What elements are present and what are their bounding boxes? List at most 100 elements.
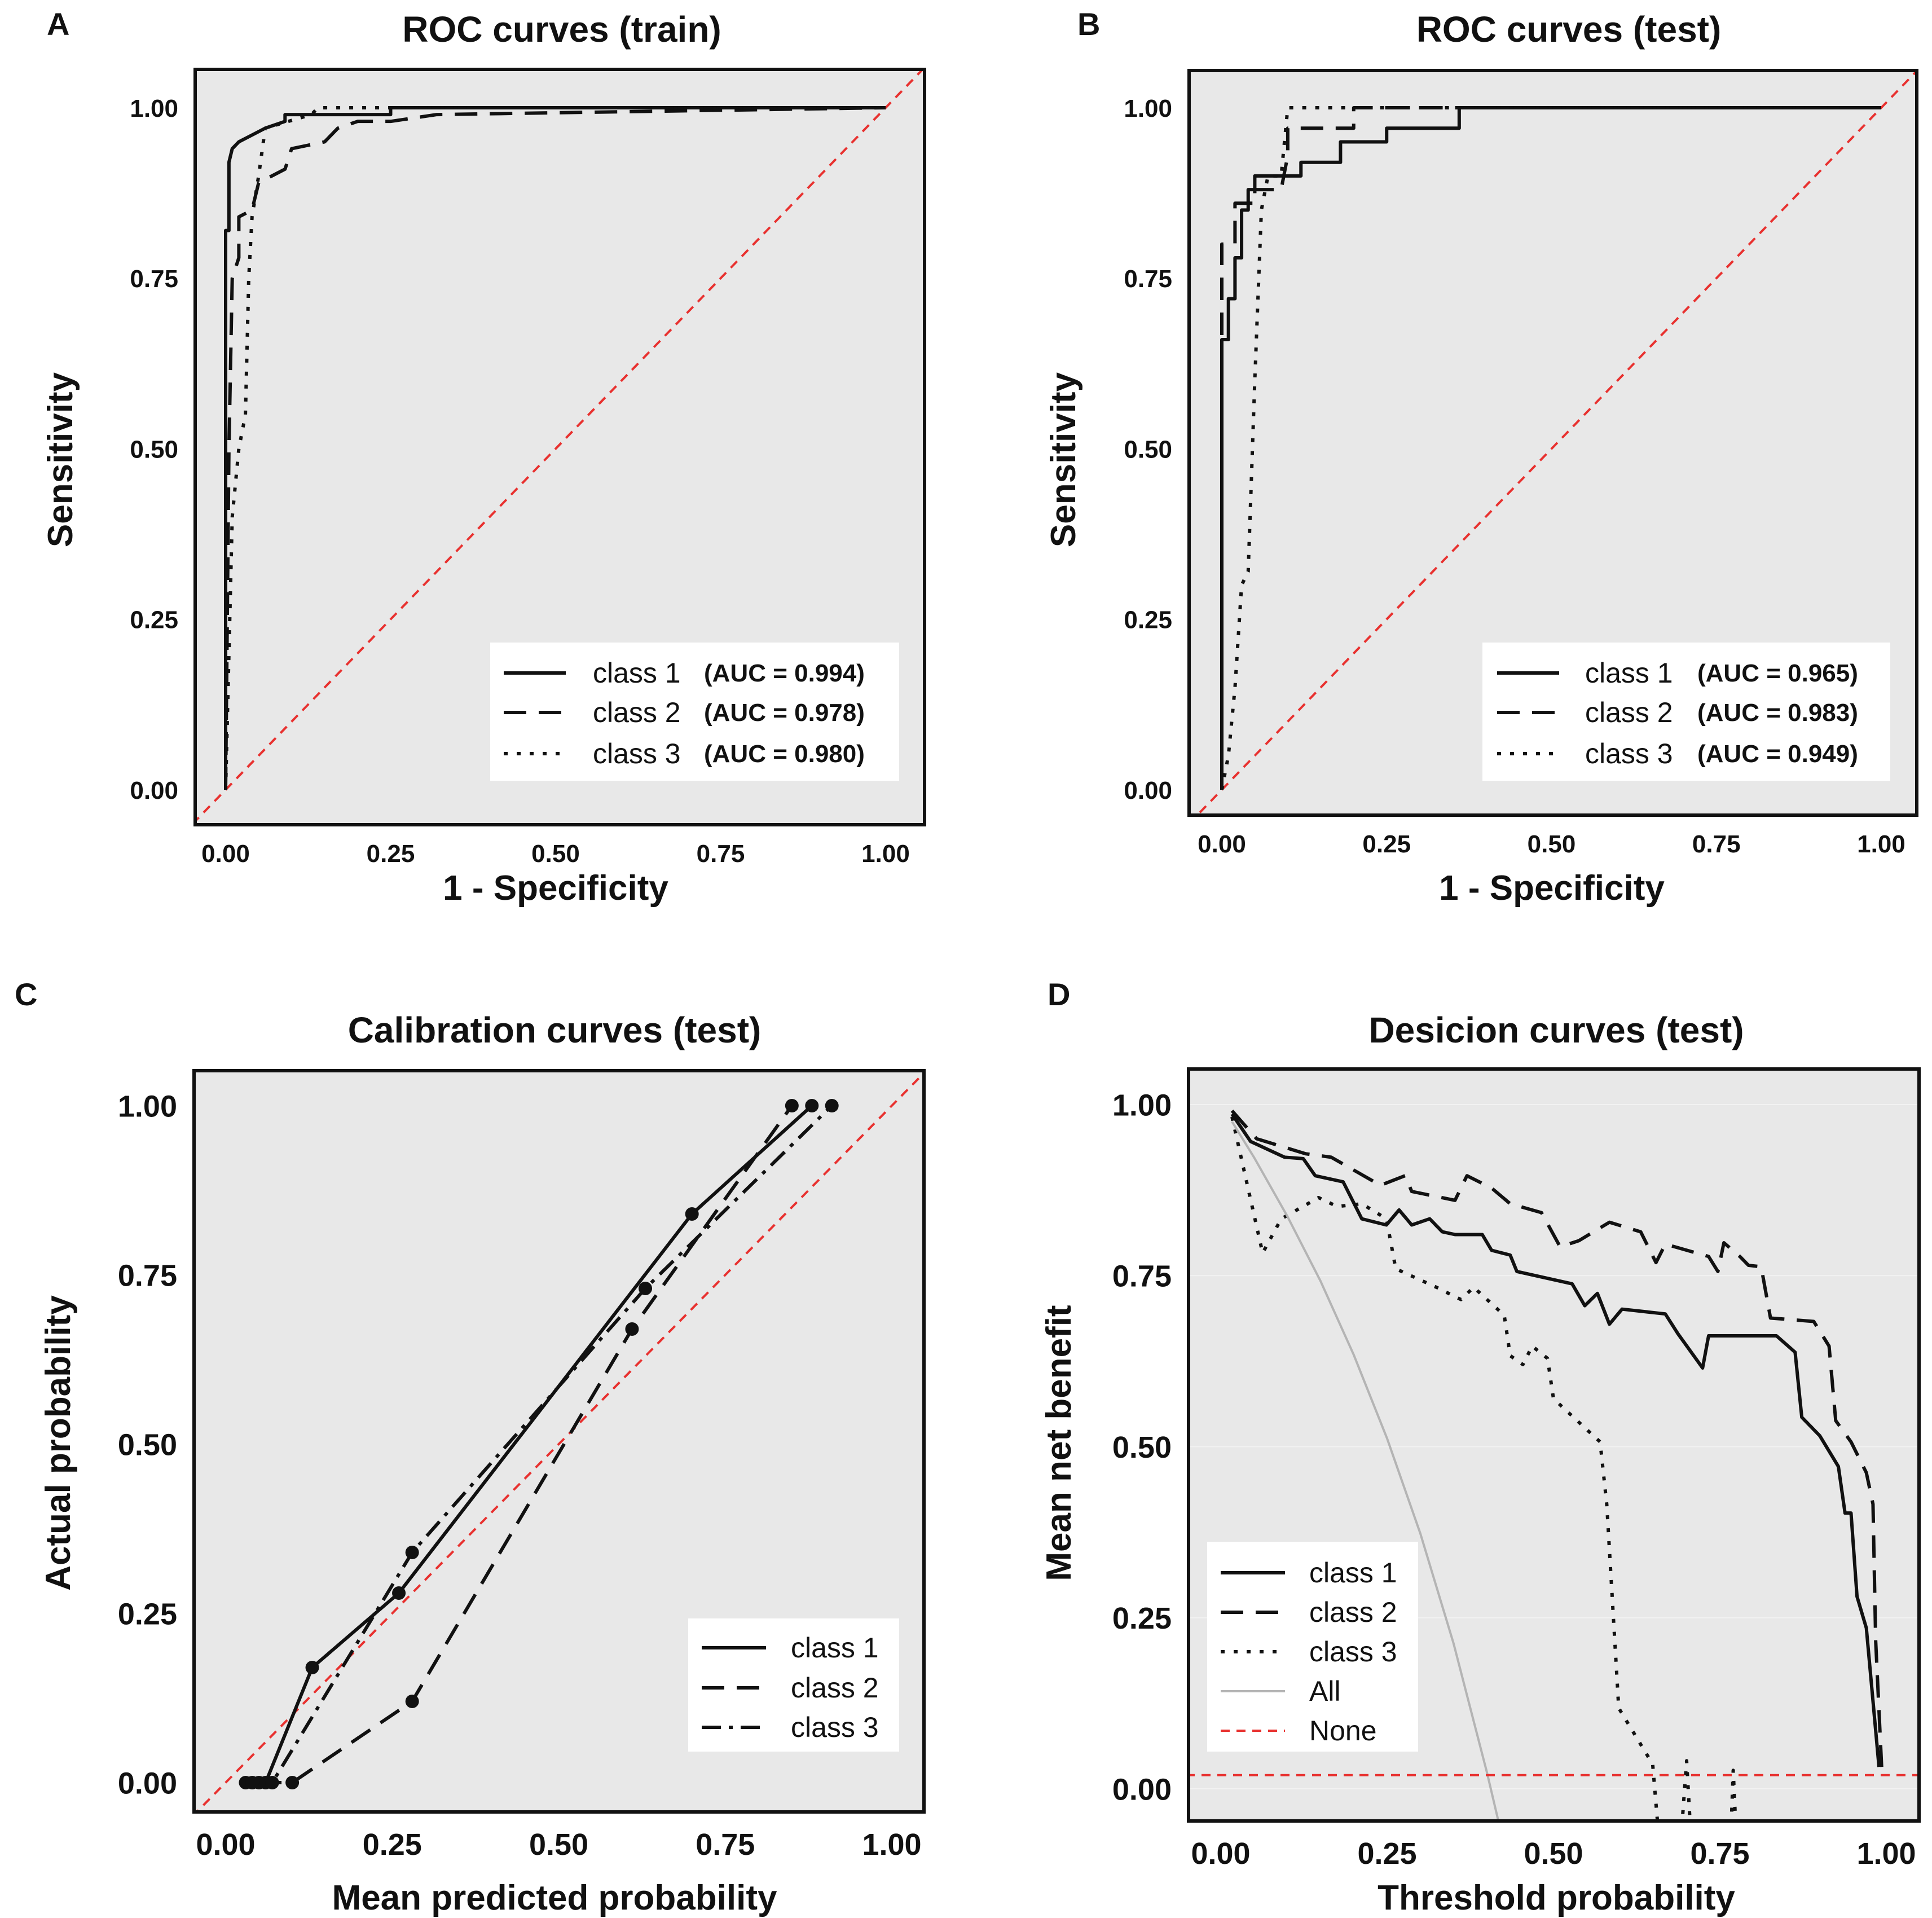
- legend-label: All: [1309, 1675, 1341, 1707]
- legend-label: class 1: [593, 657, 681, 689]
- x-tick-label: 1.00: [1856, 1837, 1916, 1871]
- x-tick-label: 0.75: [1692, 830, 1741, 858]
- legend-label: class 1: [1585, 657, 1673, 689]
- legend: class 1 (AUC = 0.994) class 2 (AUC = 0.978)…: [490, 643, 899, 781]
- x-tick-label: 0.50: [1524, 1837, 1583, 1871]
- plot-border: [1187, 69, 1918, 817]
- x-tick-label: 1.00: [862, 1828, 921, 1862]
- y-tick-label: 0.25: [1124, 606, 1172, 634]
- y-tick-label: 0.00: [1124, 777, 1172, 804]
- x-axis-label: Threshold probability: [1378, 1879, 1735, 1917]
- y-tick-label: 1.00: [1124, 95, 1172, 122]
- legend-background: [688, 1618, 899, 1752]
- chart-title: Desicion curves (test): [1368, 1010, 1744, 1050]
- x-tick-label: 0.75: [696, 1828, 755, 1862]
- legend-auc: (AUC = 0.965): [1697, 659, 1858, 687]
- series-line-class-1: [1230, 1113, 1881, 1767]
- x-tick-label: 1.00: [1857, 830, 1905, 858]
- y-tick-label: 0.75: [118, 1259, 177, 1292]
- panel-letter: D: [1048, 976, 1070, 1012]
- legend-auc: (AUC = 0.994): [704, 659, 865, 687]
- legend-label: class 2: [593, 697, 681, 728]
- plot-border: [1187, 1067, 1921, 1823]
- x-tick-label: 0.75: [1690, 1837, 1749, 1871]
- x-tick-label: 0.00: [196, 1828, 255, 1862]
- x-axis-label: Mean predicted probability: [332, 1879, 777, 1917]
- series-line-class-3: [224, 106, 886, 790]
- panel-letter: A: [47, 6, 69, 42]
- legend-label: class 2: [1585, 697, 1673, 728]
- plot-area: [1195, 71, 1917, 815]
- legend: class 1 class 2 class 3 All None: [1207, 1542, 1418, 1752]
- x-tick-label: 0.00: [201, 840, 250, 868]
- data-point: [805, 1099, 819, 1112]
- data-point: [405, 1695, 419, 1708]
- legend-label: class 3: [593, 738, 681, 769]
- y-tick-label: 0.75: [130, 265, 178, 293]
- x-axis-label: 1 - Specificity: [443, 869, 668, 908]
- legend-label: class 3: [1309, 1636, 1397, 1668]
- data-point: [405, 1546, 419, 1559]
- x-tick-label: 1.00: [861, 840, 910, 868]
- panel-c: C Calibration curves (test) 0.00 0.25 0.50 0.…: [15, 976, 926, 1917]
- legend-label: None: [1309, 1715, 1377, 1747]
- plot-border: [193, 68, 926, 826]
- x-tick-label: 0.25: [363, 1828, 422, 1862]
- chart-title: ROC curves (train): [402, 9, 721, 50]
- data-point: [785, 1099, 799, 1112]
- panel-letter: B: [1077, 6, 1100, 42]
- y-tick-label: 0.75: [1112, 1260, 1172, 1294]
- legend: class 1 class 2 class 3: [688, 1618, 899, 1752]
- x-tick-label: 0.25: [1362, 830, 1411, 858]
- y-tick-label: 0.25: [130, 606, 178, 634]
- data-point: [305, 1661, 319, 1674]
- y-tick-label: 1.00: [118, 1089, 177, 1123]
- series-line-class-2: [1220, 106, 1881, 790]
- legend-label: class 3: [791, 1712, 879, 1743]
- y-tick-label: 0.75: [1124, 265, 1172, 293]
- y-tick-label: 0.50: [1124, 435, 1172, 463]
- series-line-class-1: [224, 106, 886, 790]
- x-tick-label: 0.00: [1191, 1837, 1250, 1871]
- panel-b: B ROC curves (test) 0.00 0.25 0.50 0.75 1.00 0.…: [1044, 6, 1918, 908]
- plot-area: [195, 1071, 924, 1812]
- y-tick-label: 0.00: [1112, 1772, 1172, 1806]
- y-tick-label: 0.25: [1112, 1602, 1172, 1635]
- data-point: [285, 1776, 300, 1789]
- panel-letter: C: [15, 976, 37, 1012]
- x-axis-label: 1 - Specificity: [1439, 869, 1665, 908]
- series-line-class-2: [1230, 1109, 1883, 1767]
- plot-border: [192, 1069, 926, 1814]
- data-point: [685, 1207, 699, 1221]
- series-line-all: [1231, 1121, 1500, 1821]
- x-tick-label: 0.50: [531, 840, 580, 868]
- legend-auc: (AUC = 0.983): [1697, 699, 1858, 727]
- plot-area: [195, 69, 925, 823]
- x-tick-label: 0.25: [1357, 1837, 1416, 1871]
- legend-auc: (AUC = 0.978): [704, 699, 865, 727]
- y-tick-label: 0.25: [118, 1597, 177, 1631]
- y-tick-label: 0.50: [130, 435, 178, 463]
- reference-diagonal: [1195, 71, 1917, 815]
- panel-a: A ROC curves (train) 0.00 0.25 0.50 0.75 1.00 0…: [41, 6, 926, 908]
- legend-label: class 2: [791, 1672, 879, 1704]
- legend-label: class 3: [1585, 738, 1673, 769]
- panel-d: D Desicion curves (test) 0.00 0.25 0.50 0.75 1…: [1040, 976, 1921, 1917]
- data-point: [245, 1776, 259, 1789]
- y-tick-label: 1.00: [130, 95, 178, 122]
- series-line-class-2: [224, 106, 886, 790]
- legend-auc: (AUC = 0.949): [1697, 740, 1858, 768]
- x-tick-label: 0.00: [1198, 830, 1246, 858]
- series-line-class-3: [1220, 106, 1881, 790]
- chart-title: ROC curves (test): [1416, 9, 1722, 50]
- data-point: [392, 1586, 406, 1600]
- y-axis-label: Sensitivity: [41, 372, 80, 547]
- y-tick-label: 0.50: [1112, 1431, 1172, 1464]
- legend-auc: (AUC = 0.980): [704, 740, 865, 768]
- x-tick-label: 0.75: [697, 840, 745, 868]
- legend-background: [1207, 1542, 1418, 1752]
- x-tick-label: 0.50: [529, 1828, 588, 1862]
- data-point: [265, 1776, 279, 1789]
- legend-label: class 2: [1309, 1596, 1397, 1628]
